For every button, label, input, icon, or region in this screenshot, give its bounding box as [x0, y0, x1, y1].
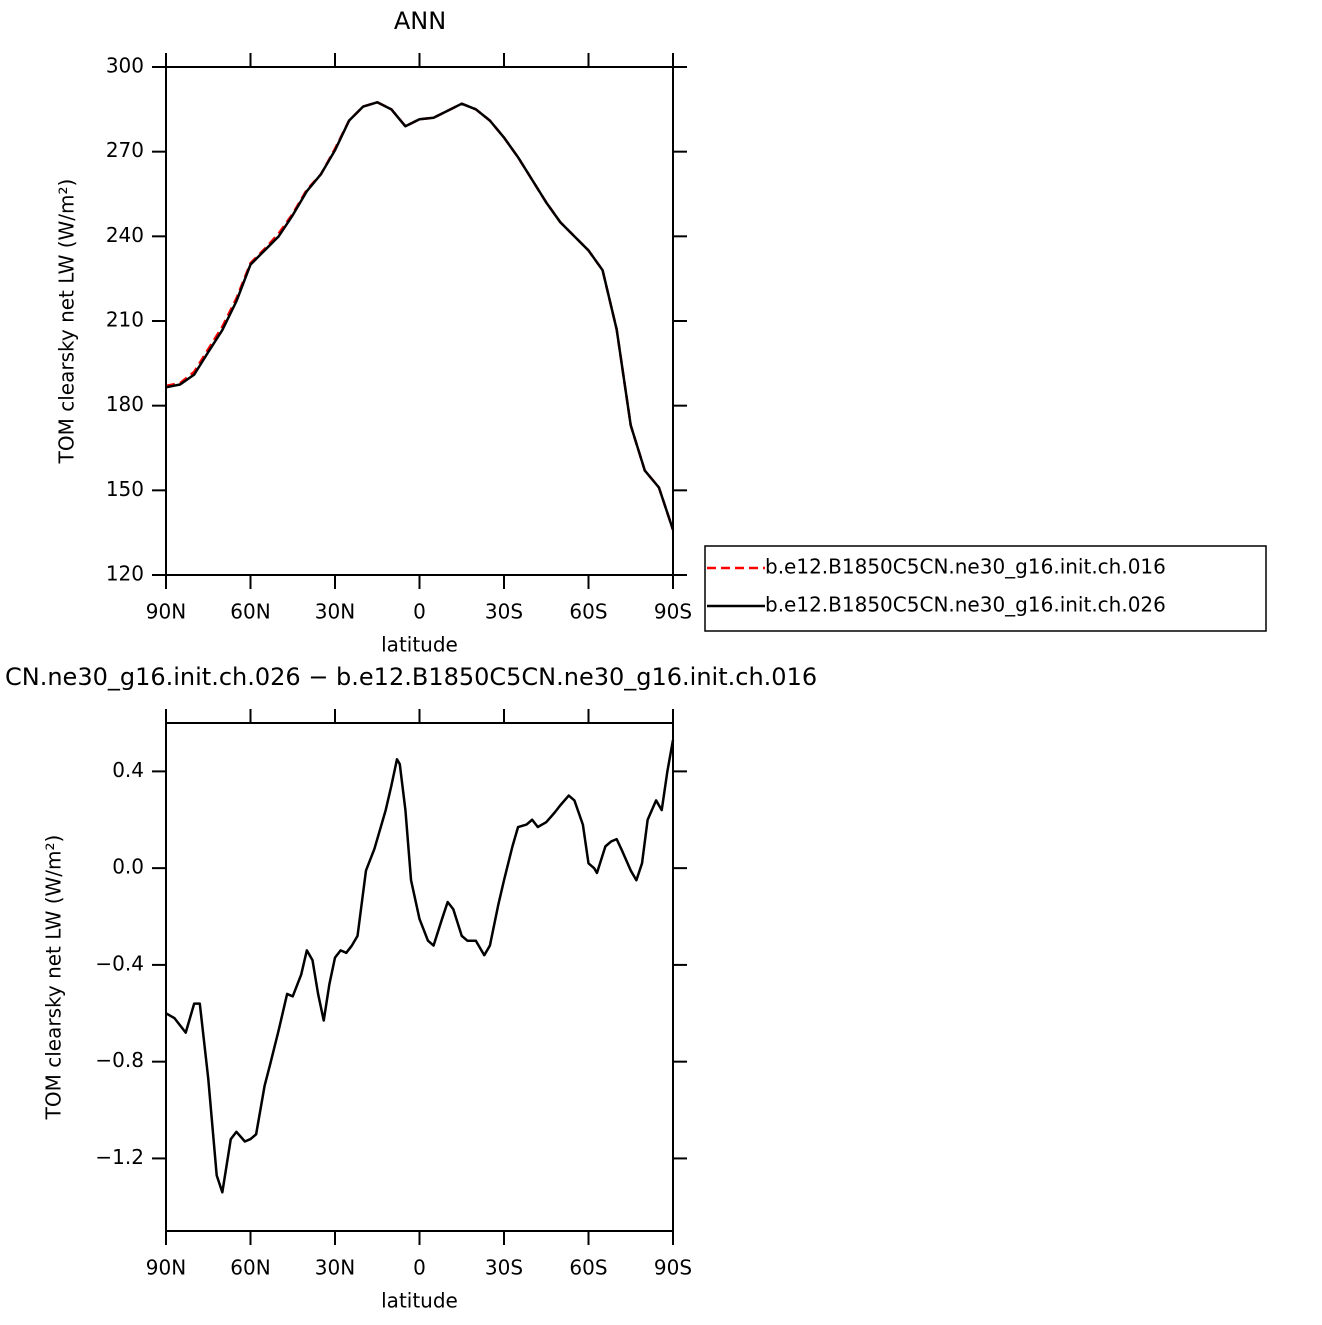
y-tick-label: 120 [106, 562, 144, 586]
y-tick-label: 240 [106, 223, 144, 247]
y-tick-label: −0.8 [95, 1048, 144, 1072]
data-line [165, 101, 675, 531]
x-tick-label: 30N [315, 1256, 355, 1280]
plot-frame [165, 722, 674, 1232]
x-tick-label: 30N [315, 600, 355, 624]
x-tick-label: 60N [230, 1256, 270, 1280]
y-tick-label: 0.0 [112, 855, 144, 879]
x-tick-label: 60S [569, 600, 607, 624]
x-tick-label: 0 [413, 600, 426, 624]
x-tick-label: 90N [146, 1256, 186, 1280]
chart-title: ANN [394, 7, 446, 35]
x-tick-label: 60N [230, 600, 270, 624]
x-tick-label: 30S [485, 1256, 523, 1280]
x-tick-label: 90S [654, 1256, 692, 1280]
x-tick-label: 30S [485, 600, 523, 624]
y-tick-label: 270 [106, 138, 144, 162]
y-tick-label: 300 [106, 54, 144, 78]
plot-frame [165, 66, 674, 576]
y-tick-label: 210 [106, 308, 144, 332]
x-tick-label: 60S [569, 1256, 607, 1280]
data-line [165, 739, 675, 1194]
legend-label: b.e12.B1850C5CN.ne30_g16.init.ch.026 [765, 593, 1166, 617]
x-axis-label: latitude [381, 633, 458, 657]
y-axis-label: TOM clearsky net LW (W/m²) [42, 835, 66, 1121]
x-tick-label: 90N [146, 600, 186, 624]
legend-label: b.e12.B1850C5CN.ne30_g16.init.ch.016 [765, 555, 1166, 579]
y-tick-label: 150 [106, 477, 144, 501]
y-axis-label: TOM clearsky net LW (W/m²) [55, 179, 79, 465]
x-tick-label: 0 [413, 1256, 426, 1280]
y-tick-label: −1.2 [95, 1145, 144, 1169]
y-tick-label: 180 [106, 392, 144, 416]
y-tick-label: −0.4 [95, 951, 144, 975]
data-line [165, 101, 675, 531]
x-tick-label: 90S [654, 600, 692, 624]
x-axis-label: latitude [381, 1289, 458, 1313]
chart-title: CN.ne30_g16.init.ch.026 − b.e12.B1850C5C… [5, 663, 817, 691]
legend-box [704, 545, 1267, 632]
y-tick-label: 0.4 [112, 758, 144, 782]
